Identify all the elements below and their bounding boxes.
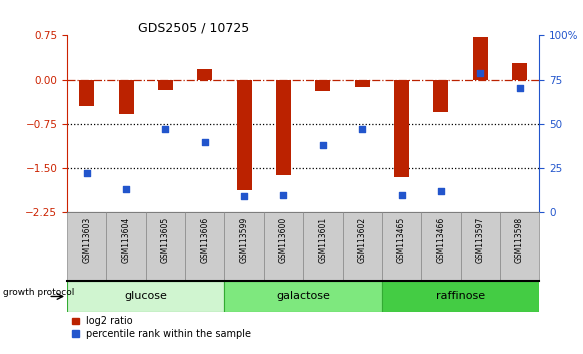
Bar [421, 212, 461, 281]
Point [436, 188, 445, 194]
Point [279, 192, 288, 198]
Bar [146, 212, 185, 281]
Bar [394, 80, 409, 177]
Bar [473, 37, 488, 80]
Bar [315, 80, 331, 91]
Bar [79, 80, 94, 106]
Text: GSM113603: GSM113603 [82, 217, 91, 263]
Bar [185, 212, 224, 281]
Point [397, 192, 406, 198]
Text: GSM113602: GSM113602 [358, 217, 367, 263]
Text: galactose: galactose [276, 291, 330, 302]
Bar [237, 80, 252, 190]
Point [515, 86, 524, 91]
Point [161, 126, 170, 132]
Bar [303, 212, 342, 281]
Legend: log2 ratio, percentile rank within the sample: log2 ratio, percentile rank within the s… [72, 316, 251, 339]
Point [476, 70, 485, 75]
Text: GDS2505 / 10725: GDS2505 / 10725 [138, 21, 249, 34]
Point [82, 171, 92, 176]
Bar [106, 212, 146, 281]
Text: GSM113597: GSM113597 [476, 217, 484, 263]
Point [121, 187, 131, 192]
Bar [461, 212, 500, 281]
Bar [67, 281, 224, 312]
Text: GSM113600: GSM113600 [279, 217, 288, 263]
Bar [342, 212, 382, 281]
Bar [118, 80, 134, 114]
Bar [382, 212, 421, 281]
Text: growth protocol: growth protocol [3, 289, 74, 297]
Text: GSM113598: GSM113598 [515, 217, 524, 263]
Bar [500, 212, 539, 281]
Text: glucose: glucose [124, 291, 167, 302]
Bar [382, 281, 539, 312]
Text: raffinose: raffinose [436, 291, 485, 302]
Text: GSM113465: GSM113465 [397, 217, 406, 263]
Bar [224, 212, 264, 281]
Bar [224, 281, 382, 312]
Point [318, 142, 328, 148]
Bar [67, 212, 106, 281]
Text: GSM113601: GSM113601 [318, 217, 327, 263]
Bar [512, 63, 527, 80]
Bar [276, 80, 291, 175]
Bar [433, 80, 448, 112]
Bar [158, 80, 173, 90]
Text: GSM113599: GSM113599 [240, 217, 248, 263]
Point [200, 139, 209, 144]
Text: GSM113605: GSM113605 [161, 217, 170, 263]
Point [240, 194, 249, 199]
Bar [354, 80, 370, 87]
Text: GSM113606: GSM113606 [201, 217, 209, 263]
Bar [264, 212, 303, 281]
Point [357, 126, 367, 132]
Bar [197, 69, 212, 80]
Text: GSM113604: GSM113604 [122, 217, 131, 263]
Text: GSM113466: GSM113466 [437, 217, 445, 263]
